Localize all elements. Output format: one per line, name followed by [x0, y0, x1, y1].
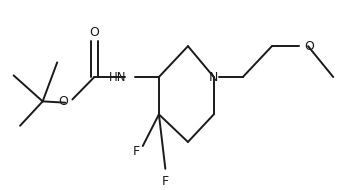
Text: O: O — [89, 26, 99, 39]
Text: N: N — [209, 70, 219, 84]
Text: F: F — [162, 175, 169, 188]
Text: F: F — [132, 145, 139, 158]
Text: HN: HN — [109, 70, 127, 84]
Text: O: O — [304, 40, 314, 53]
Text: O: O — [58, 95, 69, 108]
